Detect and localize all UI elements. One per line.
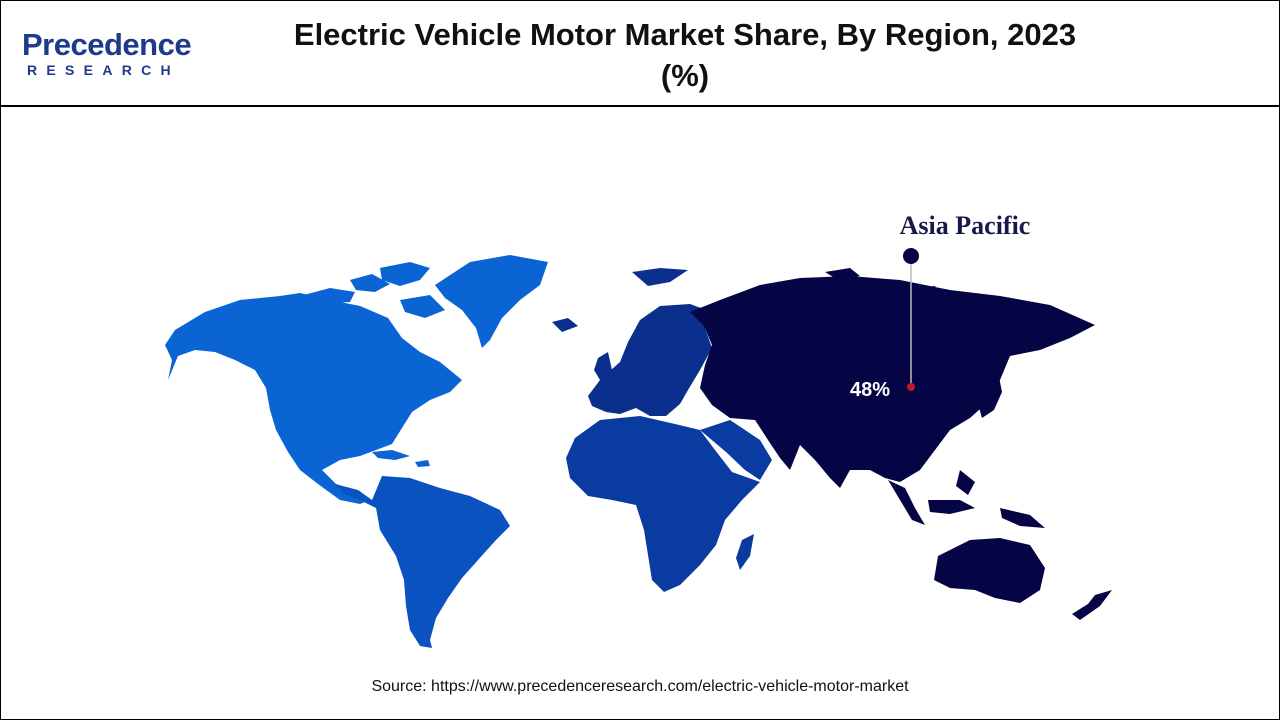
africa-shape	[566, 416, 760, 592]
precedence-research-logo: Precedence RESEARCH	[22, 28, 222, 88]
region-latin-america	[335, 476, 510, 648]
logo-subtitle: RESEARCH	[27, 62, 180, 78]
region-asia-pacific	[690, 268, 1112, 620]
iceland-shape	[552, 318, 578, 332]
header: Precedence RESEARCH Electric Vehicle Mot…	[0, 0, 1280, 107]
cuba-caribbean-shape	[372, 450, 430, 467]
callout-marker-dot	[903, 248, 919, 264]
chart-title: Electric Vehicle Motor Market Share, By …	[293, 17, 1077, 93]
region-north-america	[165, 255, 548, 504]
uk-shape	[594, 352, 612, 380]
new-zealand-shape	[1072, 590, 1112, 620]
australia-shape	[934, 538, 1045, 603]
latin-america-shape	[335, 476, 510, 648]
highlight-value-label: 48%	[849, 379, 891, 401]
logo-wordmark: Precedence	[22, 27, 192, 62]
region-europe	[552, 268, 712, 416]
asia-shape	[690, 276, 1095, 488]
europe-shape	[588, 304, 712, 416]
north-america-shape	[165, 293, 462, 504]
japan-shape	[978, 372, 1002, 418]
madagascar-shape	[736, 534, 754, 570]
arctic-europe-shape	[632, 268, 688, 286]
region-middle-east-africa	[566, 416, 772, 592]
southeast-asia-islands-shape	[888, 470, 1045, 528]
highlight-region-label: Asia Pacific	[899, 211, 1031, 240]
arabia-shape	[700, 420, 772, 480]
arctic-islands-shape	[300, 262, 445, 318]
callout-anchor-dot	[907, 383, 915, 391]
source-note: Source: https://www.precedenceresearch.c…	[371, 678, 909, 695]
world-map	[165, 248, 1112, 648]
greenland-shape	[435, 255, 548, 348]
